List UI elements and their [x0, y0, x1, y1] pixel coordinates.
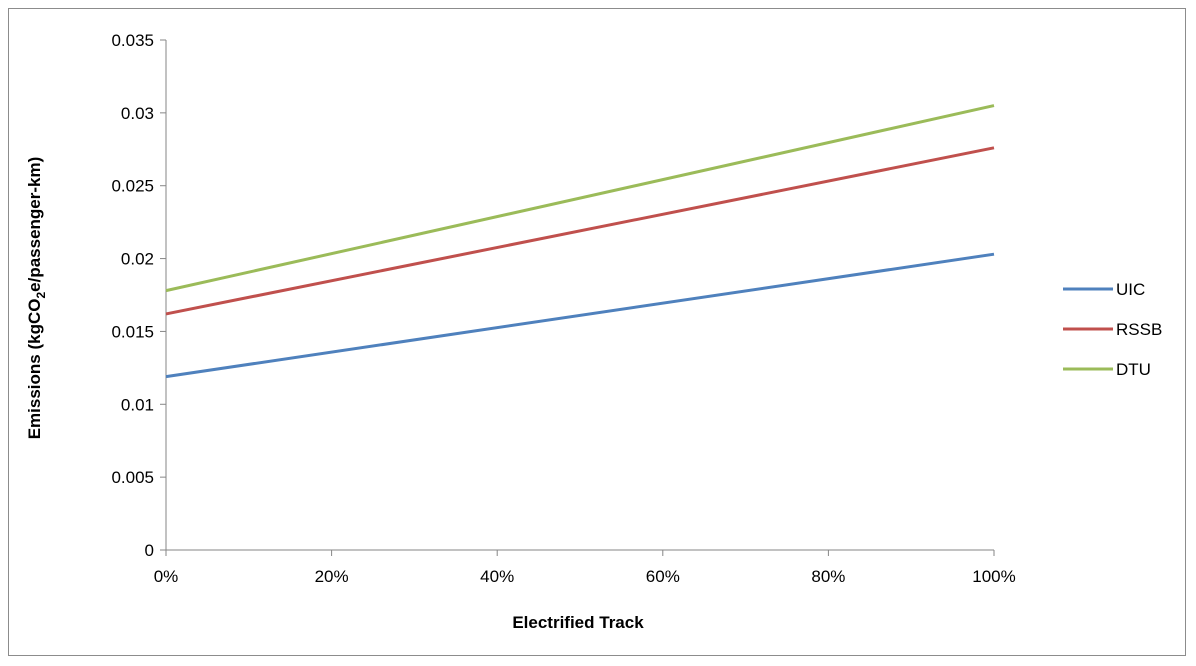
x-tick-label: 20% [315, 567, 349, 586]
y-tick-label: 0.005 [111, 468, 154, 487]
y-tick-label: 0.02 [121, 250, 154, 269]
series-lines [165, 104, 995, 379]
x-tick-label: 60% [646, 567, 680, 586]
x-tick-label: 40% [480, 567, 514, 586]
y-axis-title: Emissions (kgCO2e/passenger-km) [25, 157, 48, 440]
legend-label-dtu: DTU [1116, 360, 1151, 379]
chart-frame [8, 8, 1186, 656]
y-axis-title-subscript: 2 [34, 292, 48, 299]
y-tick-label: 0.03 [121, 104, 154, 123]
series-line-dtu [165, 104, 995, 293]
y-tick-label: 0.035 [111, 31, 154, 50]
y-tick-label: 0 [145, 541, 154, 560]
x-tick-label: 0% [154, 567, 179, 586]
x-tick-label: 80% [811, 567, 845, 586]
x-tick-label: 100% [972, 567, 1015, 586]
y-axis-title-prefix: Emissions (kgCO [25, 299, 44, 440]
x-axis-ticks: 0% 20% 40% 60% 80% 100% [154, 550, 1016, 586]
y-tick-label: 0.025 [111, 177, 154, 196]
series-line-uic [165, 252, 995, 379]
y-tick-label: 0.01 [121, 395, 154, 414]
x-axis-title: Electrified Track [512, 613, 644, 632]
y-axis-title-suffix: e/passenger-km) [25, 157, 44, 292]
legend-label-uic: UIC [1116, 280, 1145, 299]
series-line-rssb [165, 146, 995, 316]
y-tick-label: 0.015 [111, 322, 154, 341]
y-axis-ticks: 0 0.005 0.01 0.015 0.02 0.025 0.03 0.035 [111, 31, 166, 560]
legend: UIC RSSB DTU [1063, 280, 1162, 379]
legend-label-rssb: RSSB [1116, 320, 1162, 339]
